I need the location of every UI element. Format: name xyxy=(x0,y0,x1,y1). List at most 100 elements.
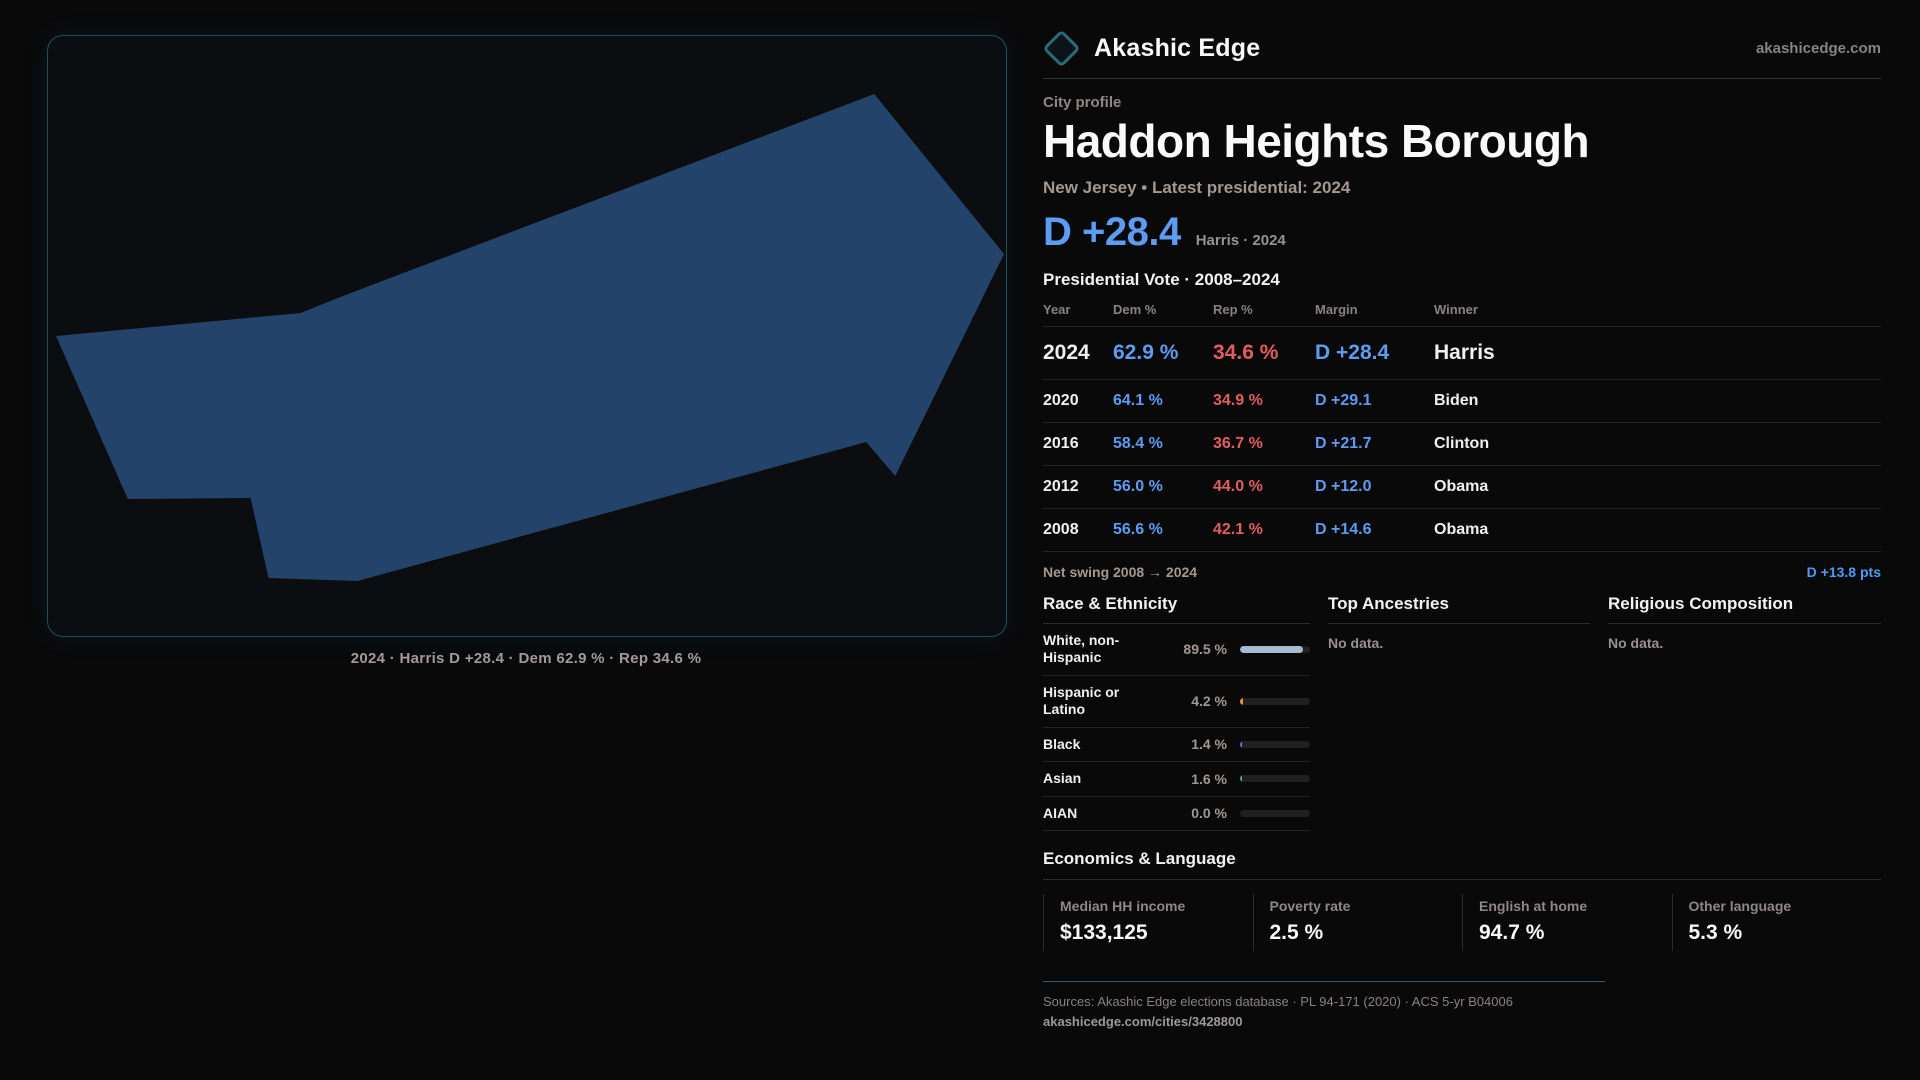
stat-card: English at home 94.7 % xyxy=(1462,894,1672,952)
cell-dem: 64.1 % xyxy=(1113,391,1163,409)
stat-label: Poverty rate xyxy=(1269,898,1351,915)
stat-label: Median HH income xyxy=(1060,898,1186,915)
net-swing-row: Net swing 2008 → 2024 D +13.8 pts xyxy=(1043,552,1881,590)
race-bar-fill xyxy=(1240,697,1243,705)
cell-dem: 62.9 % xyxy=(1113,340,1179,364)
net-swing-label: Net swing 2008 → 2024 xyxy=(1043,563,1198,580)
race-label: White, non-Hispanic xyxy=(1043,631,1120,666)
page-title: Haddon Heights Borough xyxy=(1043,115,1590,167)
race-value: 0.0 % xyxy=(1191,805,1227,822)
race-bar-track xyxy=(1240,645,1310,653)
cell-winner: Biden xyxy=(1434,391,1479,409)
stat-value: 2.5 % xyxy=(1269,921,1324,945)
cell-dem: 58.4 % xyxy=(1113,434,1163,452)
race-bar-fill xyxy=(1240,740,1242,748)
race-label: Hispanic or Latino xyxy=(1043,683,1120,718)
stat-value: 94.7 % xyxy=(1479,921,1545,945)
cell-year: 2024 xyxy=(1043,340,1090,364)
race-bar-track xyxy=(1240,697,1310,705)
cell-margin: D +14.6 xyxy=(1315,520,1372,538)
cell-rep: 44.0 % xyxy=(1213,477,1263,495)
stat-card: Median HH income $133,125 xyxy=(1043,894,1253,952)
page-kicker: City profile xyxy=(1043,94,1122,111)
cell-year: 2012 xyxy=(1043,477,1079,495)
col-dem: Dem % xyxy=(1113,301,1157,317)
table-row: 2012 56.0 % 44.0 % D +12.0 Obama xyxy=(1043,466,1881,509)
race-ethnicity-title: Race & Ethnicity xyxy=(1043,594,1310,624)
race-value: 89.5 % xyxy=(1183,641,1227,658)
list-item: Black 1.4 % xyxy=(1043,728,1310,763)
site-domain-link[interactable]: akashicedge.com xyxy=(1755,39,1881,57)
stat-value: 5.3 % xyxy=(1688,921,1743,945)
ancestries-no-data: No data. xyxy=(1328,634,1384,651)
cell-year: 2016 xyxy=(1043,434,1079,452)
cell-margin: D +12.0 xyxy=(1315,477,1372,495)
page-subtitle: New Jersey • Latest presidential: 2024 xyxy=(1043,177,1351,197)
race-bar-fill xyxy=(1240,775,1242,783)
list-item: Asian 1.6 % xyxy=(1043,762,1310,797)
headline-margin-context: Harris · 2024 xyxy=(1195,231,1286,249)
brand-name: Akashic Edge xyxy=(1094,33,1261,62)
stat-label: English at home xyxy=(1479,898,1588,915)
religious-composition-column: Religious Composition No data. xyxy=(1608,594,1881,832)
religion-no-data: No data. xyxy=(1608,634,1664,651)
sources-line: Sources: Akashic Edge elections database… xyxy=(1043,994,1513,1010)
race-ethnicity-column: Race & Ethnicity White, non-Hispanic 89.… xyxy=(1043,594,1310,832)
table-row: 2008 56.6 % 42.1 % D +14.6 Obama xyxy=(1043,509,1881,552)
headline-margin-value: D +28.4 xyxy=(1043,209,1181,254)
permalink[interactable]: akashicedge.com/cities/3428800 xyxy=(1043,1014,1243,1030)
cell-rep: 36.7 % xyxy=(1213,434,1263,452)
race-value: 1.6 % xyxy=(1191,770,1227,787)
stat-card: Poverty rate 2.5 % xyxy=(1252,894,1463,952)
net-swing-value: D +13.8 pts xyxy=(1806,563,1881,580)
race-value: 4.2 % xyxy=(1191,693,1227,710)
cell-margin: D +21.7 xyxy=(1315,434,1372,452)
cell-winner: Harris xyxy=(1434,340,1495,364)
cell-dem: 56.6 % xyxy=(1113,520,1163,538)
cell-rep: 34.9 % xyxy=(1213,391,1263,409)
col-rep: Rep % xyxy=(1213,301,1253,317)
footer: Sources: Akashic Edge elections database… xyxy=(1043,981,1605,1029)
diamond-logo-icon xyxy=(1042,28,1081,68)
brand-header: Akashic Edge akashicedge.com xyxy=(1042,28,1881,68)
stat-card: Other language 5.3 % xyxy=(1671,894,1882,952)
demographics-section: Race & Ethnicity White, non-Hispanic 89.… xyxy=(1043,594,1881,832)
cell-dem: 56.0 % xyxy=(1113,477,1163,495)
cell-year: 2008 xyxy=(1043,520,1079,538)
cell-rep: 34.6 % xyxy=(1213,340,1279,364)
race-label: Black xyxy=(1043,735,1081,752)
race-value: 1.4 % xyxy=(1191,736,1227,753)
economics-title: Economics & Language xyxy=(1043,849,1881,881)
cell-rep: 42.1 % xyxy=(1213,520,1263,538)
vote-table-title: Presidential Vote · 2008–2024 xyxy=(1043,269,1280,289)
top-ancestries-column: Top Ancestries No data. xyxy=(1328,594,1590,832)
cell-winner: Clinton xyxy=(1434,434,1490,452)
vote-table-header: Year Dem % Rep % Margin Winner xyxy=(1043,290,1881,327)
map-caption: 2024 · Harris D +28.4 · Dem 62.9 % · Rep… xyxy=(350,650,702,667)
economics-stats: Median HH income $133,125 Poverty rate 2… xyxy=(1043,894,1882,952)
list-item: Hispanic or Latino 4.2 % xyxy=(1043,676,1310,728)
table-row: 2024 62.9 % 34.6 % D +28.4 Harris xyxy=(1043,327,1881,380)
headline-margin: D +28.4 Harris · 2024 xyxy=(1043,210,1881,255)
race-bar-track xyxy=(1240,740,1310,748)
cell-margin: D +28.4 xyxy=(1315,340,1390,364)
cell-winner: Obama xyxy=(1434,477,1489,495)
cell-year: 2020 xyxy=(1043,391,1079,409)
race-label: Asian xyxy=(1043,770,1082,787)
stat-label: Other language xyxy=(1688,898,1792,915)
list-item: AIAN 0.0 % xyxy=(1043,797,1310,832)
race-bar-track xyxy=(1240,809,1310,817)
race-label: AIAN xyxy=(1043,804,1078,821)
city-boundary-map xyxy=(55,94,1005,581)
col-year: Year xyxy=(1043,301,1071,317)
stat-value: $133,125 xyxy=(1060,921,1148,945)
cell-margin: D +29.1 xyxy=(1315,391,1372,409)
race-bar-fill xyxy=(1240,645,1303,653)
cell-winner: Obama xyxy=(1434,520,1489,538)
header-divider xyxy=(1043,78,1881,79)
table-row: 2020 64.1 % 34.9 % D +29.1 Biden xyxy=(1043,380,1881,423)
profile-panel: Akashic Edge akashicedge.com City profil… xyxy=(1042,28,1882,1029)
religious-composition-title: Religious Composition xyxy=(1608,594,1881,624)
city-map-panel xyxy=(47,35,1007,637)
list-item: White, non-Hispanic 89.5 % xyxy=(1043,624,1310,676)
